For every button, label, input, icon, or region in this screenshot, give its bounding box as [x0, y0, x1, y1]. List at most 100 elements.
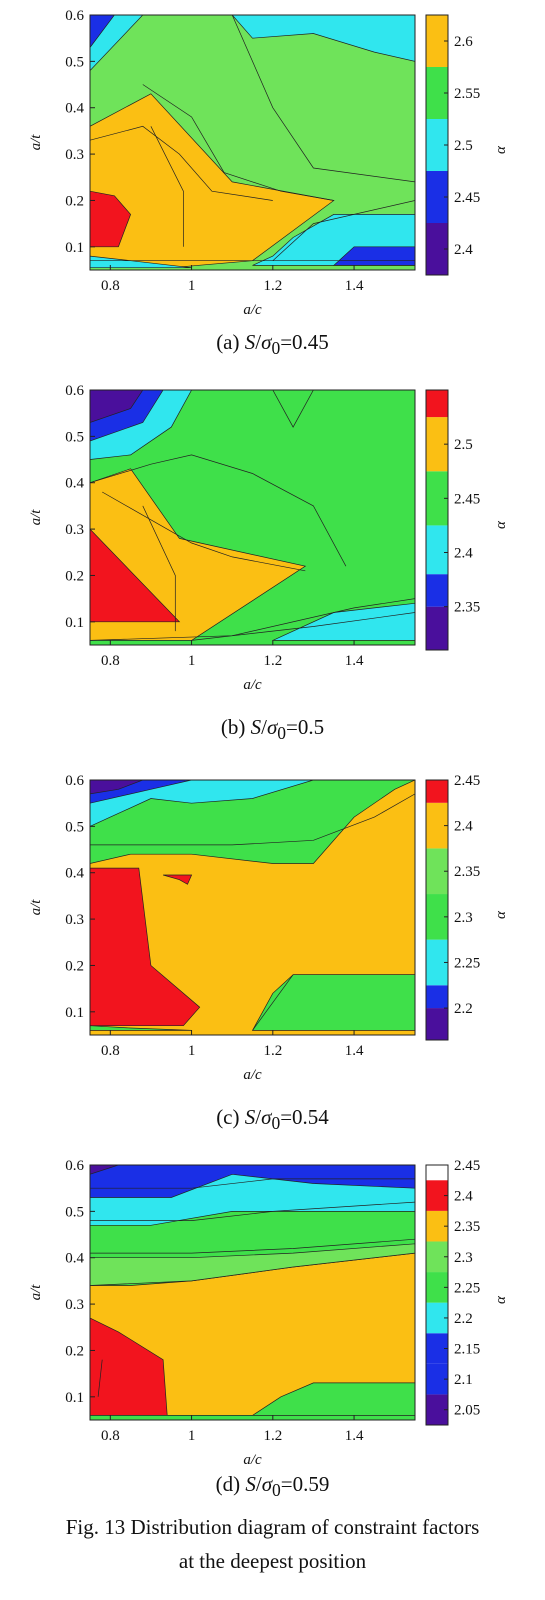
- x-tick-label: 1.2: [263, 1043, 282, 1059]
- x-tick-label: 1: [188, 1428, 196, 1444]
- panel-b: 0.8 1 1.2 1.4 0.1 0.2 0.3 0.4 0.5 0.6 a/c a/t 2.35 2.…: [0, 375, 545, 765]
- contour-line: [102, 491, 306, 572]
- x-tick-label: 0.8: [101, 653, 120, 669]
- colorbar-band: [426, 780, 448, 803]
- colorbar-tick-label: 2.45: [454, 190, 480, 206]
- colorbar-label: α: [493, 910, 509, 919]
- colorbar-tick-label: 2.6: [454, 34, 473, 50]
- y-tick-label: 0.6: [65, 383, 84, 399]
- colorbar-tick-label: 2.35: [454, 600, 480, 616]
- colorbar-band: [426, 1272, 448, 1303]
- y-tick-label: 0.2: [65, 193, 84, 209]
- y-axis-label: a/t: [28, 134, 44, 151]
- figure-caption-line2: at the deepest position: [178, 1549, 367, 1573]
- contour-line: [142, 84, 334, 201]
- x-tick-label: 1.2: [263, 1428, 282, 1444]
- plot-frame: [89, 389, 416, 646]
- figure-caption-line1: Fig. 13 Distribution diagram of constrai…: [65, 1515, 480, 1539]
- panel-a: 0.8 1 1.2 1.4 0.1 0.2 0.3 0.4 0.5 0.6 a/c a/t 2.4 2.4…: [0, 0, 545, 375]
- plot-area: [90, 15, 415, 270]
- y-tick-label: 0.1: [65, 615, 84, 631]
- caption-b: (b) S/σ0=0.5: [220, 715, 325, 744]
- contour-region: [90, 1415, 415, 1420]
- colorbar-band: [426, 67, 448, 119]
- colorbar-band: [426, 390, 448, 418]
- y-axis-label: a/t: [28, 899, 44, 916]
- y-tick-label: 0.3: [65, 522, 84, 538]
- plot-area: [90, 780, 415, 1035]
- contour-line: [231, 15, 415, 183]
- y-axis-label: a/t: [28, 1284, 44, 1301]
- colorbar-label: α: [493, 145, 509, 154]
- x-tick-label: 1.4: [345, 653, 364, 669]
- contour-region: [90, 780, 143, 795]
- contour-region: [272, 602, 415, 641]
- x-axis-label: a/c: [243, 302, 262, 318]
- contour-region: [231, 15, 415, 62]
- y-tick-label: 0.3: [65, 912, 84, 928]
- plot-area: [90, 1165, 415, 1420]
- x-tick-label: 1.4: [345, 1043, 364, 1059]
- colorbar-band: [426, 574, 448, 607]
- y-tick-label: 0.2: [65, 568, 84, 584]
- colorbar-tick-label: 2.35: [454, 1219, 480, 1235]
- colorbar-band: [426, 119, 448, 171]
- colorbar-tick-label: 2.1: [454, 1372, 473, 1388]
- x-tick-label: 1: [188, 653, 196, 669]
- x-tick-label: 0.8: [101, 1043, 120, 1059]
- colorbar-band: [426, 223, 448, 275]
- x-tick-label: 1: [188, 1043, 196, 1059]
- colorbar-band: [426, 417, 448, 472]
- contour-line: [272, 200, 415, 261]
- y-tick-label: 0.4: [65, 101, 84, 117]
- colorbar-frame: [425, 1164, 449, 1426]
- contour-region: [90, 1165, 119, 1175]
- contour-line: [90, 125, 273, 201]
- panel-c: 0.8 1 1.2 1.4 0.1 0.2 0.3 0.4 0.5 0.6 a/c a/t 2.2 2.2…: [0, 765, 545, 1150]
- x-tick-label: 0.8: [101, 278, 120, 294]
- contour-region: [90, 780, 314, 827]
- colorbar-band: [426, 1394, 448, 1425]
- colorbar-tick-label: 2.35: [454, 864, 480, 880]
- x-tick-label: 1.2: [263, 653, 282, 669]
- y-tick-label: 0.1: [65, 1390, 84, 1406]
- colorbar-band: [426, 525, 448, 575]
- caption-d: (d) S/σ0=0.59: [215, 1472, 330, 1501]
- y-tick-label: 0.4: [65, 1251, 84, 1267]
- contour-region: [90, 190, 132, 248]
- contour-region: [90, 528, 181, 623]
- colorbar-frame: [425, 779, 449, 1041]
- y-axis-label: a/t: [28, 509, 44, 526]
- colorbar-tick-label: 2.4: [454, 1189, 473, 1205]
- y-tick-label: 0.6: [65, 8, 84, 24]
- colorbar-band: [426, 985, 448, 1009]
- y-tick-label: 0.5: [65, 819, 84, 835]
- contour-chart-d: 0.8 1 1.2 1.4 0.1 0.2 0.3 0.4 0.5 0.6 a/c a/t 2.05 2.…: [28, 1158, 509, 1468]
- colorbar-tick-label: 2.2: [454, 1001, 473, 1017]
- colorbar-band: [426, 1363, 448, 1395]
- caption-a: (a) S/σ0=0.45: [216, 330, 329, 359]
- contour-line: [90, 454, 347, 567]
- x-tick-label: 1.4: [345, 1428, 364, 1444]
- contour-line: [142, 505, 176, 632]
- colorbar-label: α: [493, 1295, 509, 1304]
- x-axis-label: a/c: [243, 1067, 262, 1083]
- y-tick-label: 0.6: [65, 1158, 84, 1174]
- y-tick-label: 0.4: [65, 866, 84, 882]
- colorbar-band: [426, 471, 448, 526]
- colorbar-tick-label: 2.5: [454, 437, 473, 453]
- contour-region: [90, 93, 335, 269]
- contour-line: [191, 612, 415, 641]
- contour-region: [163, 874, 193, 885]
- y-tick-label: 0.1: [65, 240, 84, 256]
- plot-area: [90, 390, 415, 645]
- colorbar-tick-label: 2.25: [454, 955, 480, 971]
- caption-c: (c) S/σ0=0.54: [216, 1105, 329, 1134]
- colorbar-band: [426, 848, 448, 895]
- colorbar-tick-label: 2.05: [454, 1403, 480, 1419]
- contour-chart-a: 0.8 1 1.2 1.4 0.1 0.2 0.3 0.4 0.5 0.6 a/c a/t 2.4 2.4…: [28, 8, 509, 318]
- contour-line: [97, 1359, 103, 1397]
- colorbar-band: [426, 939, 448, 986]
- plot-frame: [89, 14, 416, 271]
- colorbar-tick-label: 2.5: [454, 138, 473, 154]
